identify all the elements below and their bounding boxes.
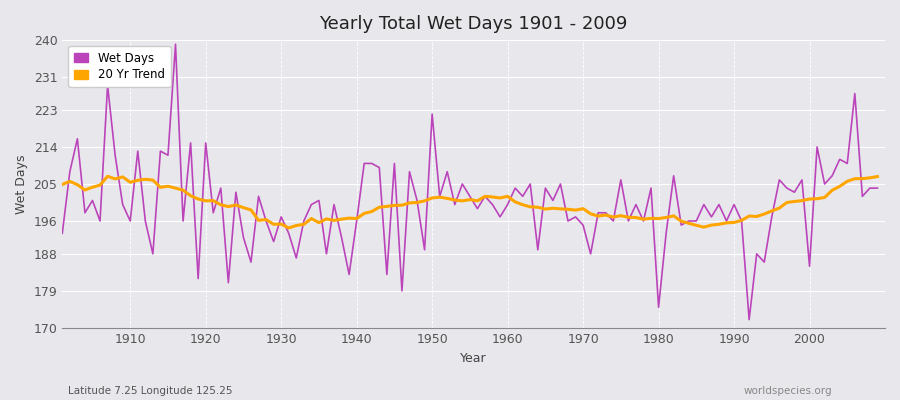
Text: Latitude 7.25 Longitude 125.25: Latitude 7.25 Longitude 125.25 bbox=[68, 386, 232, 396]
X-axis label: Year: Year bbox=[460, 352, 487, 365]
Y-axis label: Wet Days: Wet Days bbox=[15, 154, 28, 214]
Title: Yearly Total Wet Days 1901 - 2009: Yearly Total Wet Days 1901 - 2009 bbox=[320, 15, 628, 33]
Legend: Wet Days, 20 Yr Trend: Wet Days, 20 Yr Trend bbox=[68, 46, 171, 87]
Text: worldspecies.org: worldspecies.org bbox=[744, 386, 832, 396]
